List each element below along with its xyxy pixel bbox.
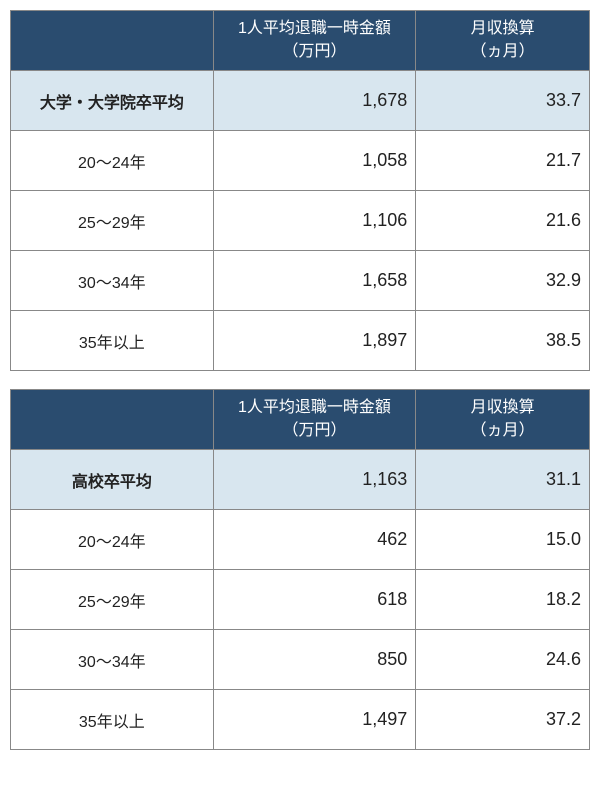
row-label: 35年以上 <box>11 311 214 371</box>
table-row: 30～34年85024.6 <box>11 630 590 690</box>
row-amount: 1,497 <box>213 690 416 750</box>
row-amount: 1,058 <box>213 131 416 191</box>
table-row: 25～29年61818.2 <box>11 570 590 630</box>
row-months: 33.7 <box>416 71 590 131</box>
table-header-row: 1人平均退職一時金額（万円）月収換算（ヵ月） <box>11 11 590 71</box>
row-months: 21.7 <box>416 131 590 191</box>
row-amount: 618 <box>213 570 416 630</box>
table-row: 35年以上1,89738.5 <box>11 311 590 371</box>
table-row: 20～24年46215.0 <box>11 510 590 570</box>
header-months: 月収換算（ヵ月） <box>416 11 590 71</box>
header-amount: 1人平均退職一時金額（万円） <box>213 390 416 450</box>
table-header-row: 1人平均退職一時金額（万円）月収換算（ヵ月） <box>11 390 590 450</box>
row-months: 38.5 <box>416 311 590 371</box>
row-amount: 1,106 <box>213 191 416 251</box>
header-corner <box>11 11 214 71</box>
row-months: 24.6 <box>416 630 590 690</box>
table-row: 高校卒平均1,16331.1 <box>11 450 590 510</box>
table-row: 25～29年1,10621.6 <box>11 191 590 251</box>
row-amount: 1,897 <box>213 311 416 371</box>
row-label: 25～29年 <box>11 570 214 630</box>
row-months: 18.2 <box>416 570 590 630</box>
row-label: 高校卒平均 <box>11 450 214 510</box>
row-label: 20～24年 <box>11 131 214 191</box>
row-months: 32.9 <box>416 251 590 311</box>
row-amount: 1,163 <box>213 450 416 510</box>
row-label: 大学・大学院卒平均 <box>11 71 214 131</box>
header-corner <box>11 390 214 450</box>
row-amount: 1,678 <box>213 71 416 131</box>
row-months: 15.0 <box>416 510 590 570</box>
row-label: 20～24年 <box>11 510 214 570</box>
data-table: 1人平均退職一時金額（万円）月収換算（ヵ月）高校卒平均1,16331.120～2… <box>10 389 590 750</box>
row-amount: 1,658 <box>213 251 416 311</box>
row-amount: 850 <box>213 630 416 690</box>
header-amount: 1人平均退職一時金額（万円） <box>213 11 416 71</box>
retirement-table-1: 1人平均退職一時金額（万円）月収換算（ヵ月）高校卒平均1,16331.120～2… <box>10 389 590 750</box>
row-months: 37.2 <box>416 690 590 750</box>
retirement-table-0: 1人平均退職一時金額（万円）月収換算（ヵ月）大学・大学院卒平均1,67833.7… <box>10 10 590 371</box>
row-label: 25～29年 <box>11 191 214 251</box>
table-row: 大学・大学院卒平均1,67833.7 <box>11 71 590 131</box>
row-months: 21.6 <box>416 191 590 251</box>
table-row: 20～24年1,05821.7 <box>11 131 590 191</box>
row-months: 31.1 <box>416 450 590 510</box>
row-label: 35年以上 <box>11 690 214 750</box>
row-label: 30～34年 <box>11 630 214 690</box>
row-amount: 462 <box>213 510 416 570</box>
table-row: 30～34年1,65832.9 <box>11 251 590 311</box>
data-table: 1人平均退職一時金額（万円）月収換算（ヵ月）大学・大学院卒平均1,67833.7… <box>10 10 590 371</box>
table-row: 35年以上1,49737.2 <box>11 690 590 750</box>
header-months: 月収換算（ヵ月） <box>416 390 590 450</box>
row-label: 30～34年 <box>11 251 214 311</box>
